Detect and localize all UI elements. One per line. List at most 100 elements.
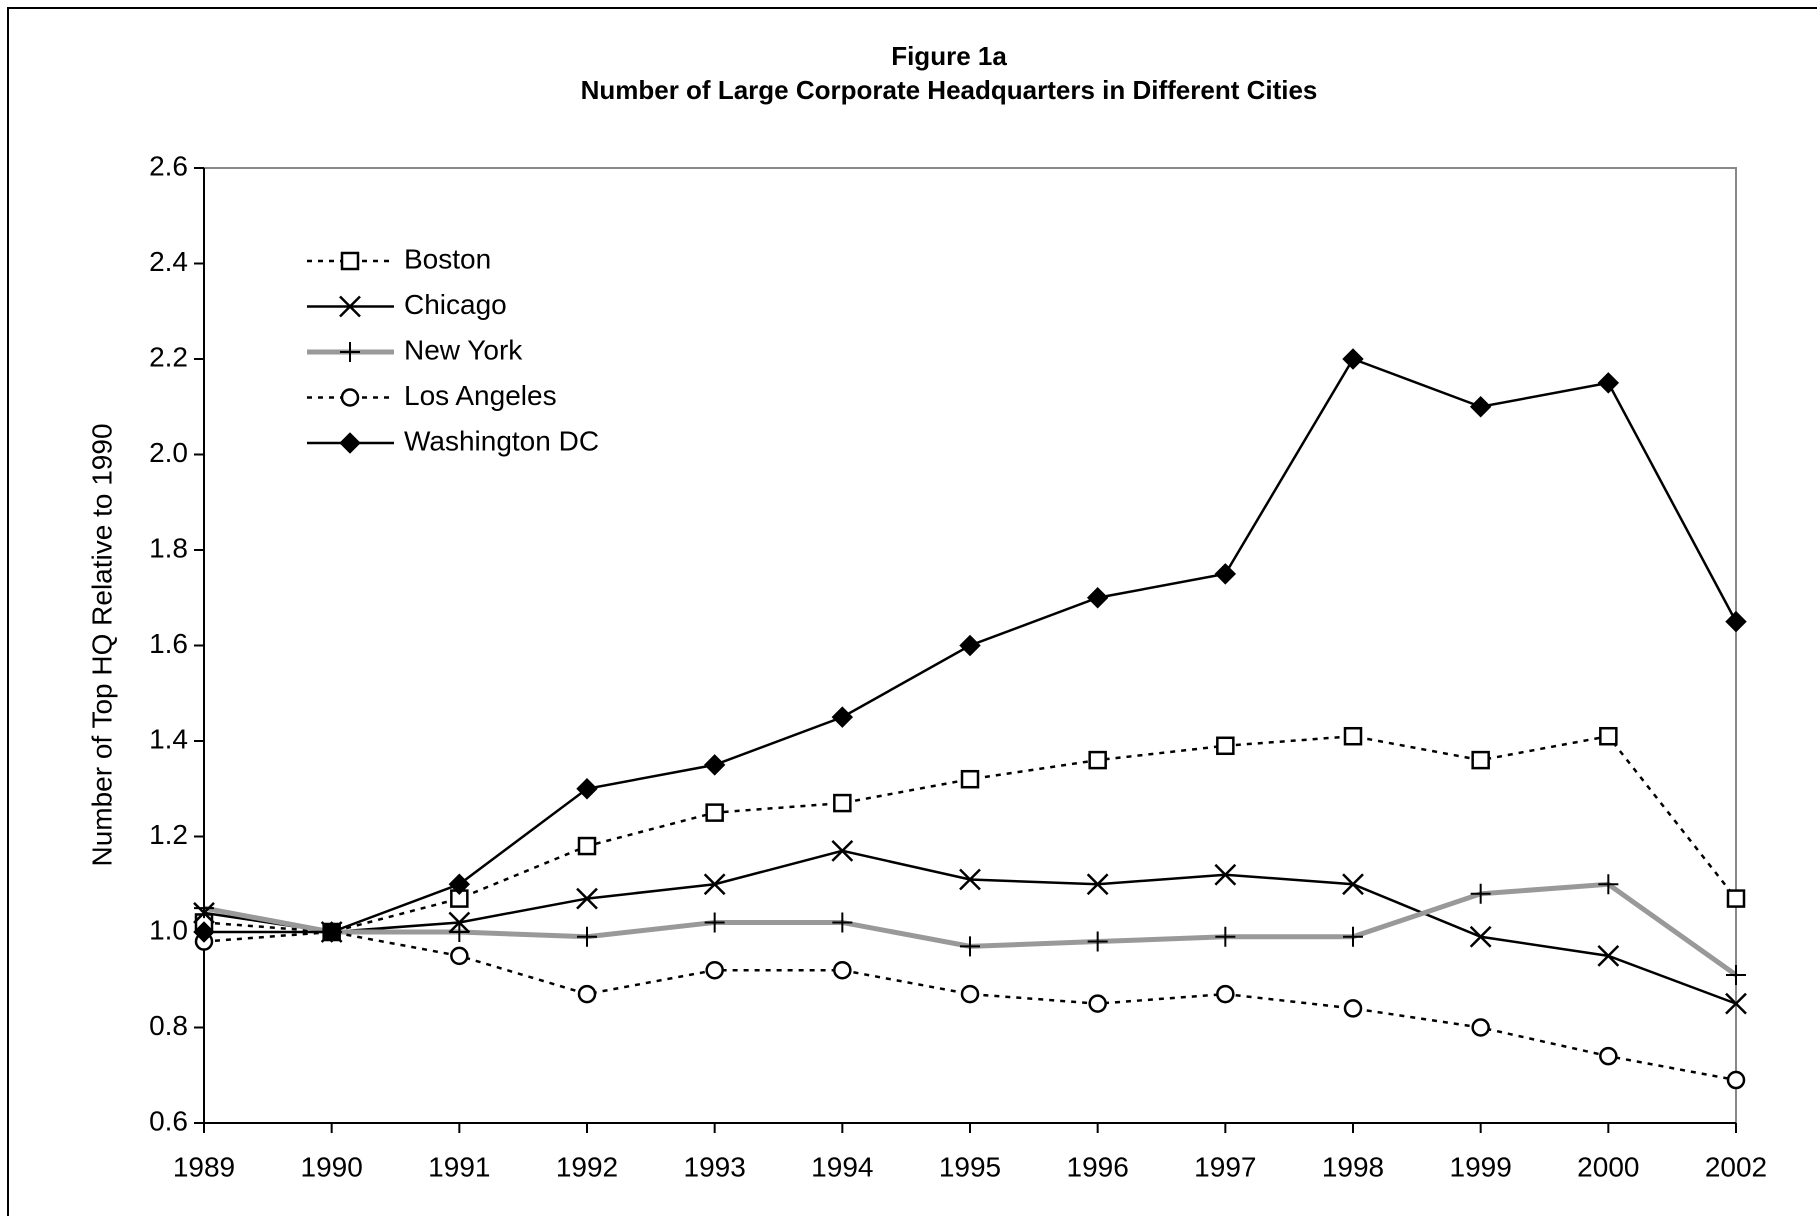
marker — [1214, 563, 1237, 585]
marker — [1471, 1018, 1490, 1037]
legend-item: Washington DC — [307, 425, 599, 456]
x-tick-label: 1997 — [1194, 1151, 1256, 1182]
x-tick-label: 1996 — [1067, 1151, 1129, 1182]
marker — [1215, 926, 1236, 947]
marker — [960, 769, 980, 789]
marker — [1087, 931, 1108, 952]
marker — [959, 634, 981, 657]
marker — [448, 873, 471, 895]
x-tick-label: 2002 — [1705, 1151, 1767, 1182]
marker — [1214, 863, 1237, 886]
y-tick-label: 0.6 — [149, 1105, 188, 1136]
marker — [1726, 1070, 1746, 1090]
frame — [7, 7, 1817, 1216]
marker — [1086, 587, 1109, 609]
x-tick-label: 1990 — [301, 1151, 363, 1182]
x-tick-label: 1994 — [811, 1151, 873, 1182]
y-tick-label: 1.4 — [149, 723, 188, 754]
marker — [320, 921, 343, 943]
x-tick-label: 1995 — [939, 1151, 1001, 1182]
marker — [1088, 994, 1107, 1013]
marker — [1216, 984, 1235, 1004]
marker — [833, 793, 852, 813]
x-tick-label: 1999 — [1450, 1151, 1512, 1182]
marker — [1726, 964, 1746, 985]
marker — [340, 251, 360, 271]
marker — [340, 388, 360, 407]
x-tick-label: 1993 — [684, 1151, 746, 1182]
marker — [1343, 999, 1363, 1018]
marker — [1725, 610, 1747, 633]
x-tick-label: 1992 — [556, 1151, 618, 1182]
legend-label: Washington DC — [404, 425, 599, 456]
marker — [705, 960, 724, 980]
marker — [577, 926, 597, 947]
series-line — [203, 734, 1737, 934]
marker — [1726, 889, 1746, 908]
legend-item: Los Angeles — [307, 380, 557, 411]
legend-item: Boston — [307, 243, 491, 274]
legend-label: Los Angeles — [404, 380, 557, 411]
marker — [339, 432, 361, 454]
y-tick-label: 1.2 — [149, 819, 188, 850]
marker — [1469, 925, 1492, 948]
marker — [1088, 750, 1107, 770]
legend-item: New York — [307, 334, 523, 365]
marker — [1470, 883, 1491, 904]
y-tick-label: 2.4 — [149, 246, 188, 277]
y-axis-label: Number of Top HQ Relative to 1990 — [86, 423, 117, 866]
x-tick-label: 1989 — [173, 1151, 235, 1182]
marker — [193, 921, 215, 943]
x-tick-label: 1991 — [428, 1151, 490, 1182]
marker — [705, 803, 724, 822]
legend-item: Chicago — [307, 289, 507, 320]
legend-label: Chicago — [404, 289, 507, 320]
marker — [959, 868, 981, 891]
y-tick-label: 2.6 — [149, 150, 188, 181]
y-tick-label: 0.8 — [149, 1010, 188, 1041]
marker — [960, 984, 980, 1004]
marker — [703, 754, 726, 776]
marker — [832, 912, 853, 933]
marker — [831, 839, 854, 862]
marker — [339, 295, 361, 318]
y-tick-label: 2.2 — [149, 341, 188, 372]
marker — [1598, 874, 1619, 895]
y-tick-label: 1.0 — [149, 914, 188, 945]
marker — [194, 898, 214, 919]
marker — [1599, 726, 1618, 746]
marker — [1471, 750, 1490, 770]
marker — [1342, 348, 1364, 370]
series-line — [203, 881, 1738, 978]
x-tick-label: 1998 — [1322, 1151, 1384, 1182]
marker — [1725, 992, 1747, 1015]
marker — [1599, 1046, 1618, 1066]
marker — [1597, 944, 1620, 967]
y-tick-label: 1.6 — [149, 628, 188, 659]
marker — [1343, 726, 1363, 746]
marker — [960, 936, 980, 957]
marker — [449, 922, 470, 942]
marker — [1086, 873, 1109, 896]
legend-label: Boston — [404, 243, 491, 274]
marker — [703, 873, 726, 896]
marker — [1597, 372, 1620, 394]
marker — [576, 887, 598, 910]
x-tick-label: 2000 — [1577, 1151, 1639, 1182]
marker — [1343, 926, 1363, 947]
marker — [833, 960, 852, 980]
chart-title: Figure 1a — [891, 41, 1007, 71]
marker — [450, 946, 469, 966]
marker — [340, 342, 360, 362]
marker — [704, 912, 725, 933]
y-tick-label: 1.8 — [149, 532, 188, 563]
y-tick-label: 2.0 — [149, 437, 188, 468]
marker — [577, 984, 597, 1004]
marker — [576, 778, 598, 800]
marker — [1216, 736, 1235, 756]
marker — [1469, 396, 1492, 418]
marker — [831, 706, 854, 728]
marker — [1342, 873, 1364, 896]
marker — [577, 836, 597, 856]
